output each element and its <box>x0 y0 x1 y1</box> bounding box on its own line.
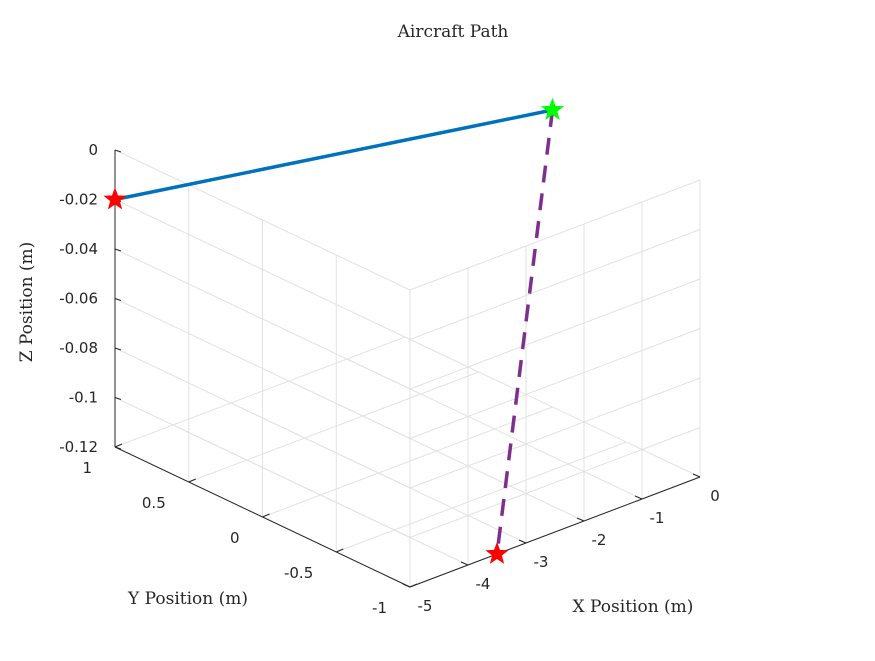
z-tick-mark <box>114 347 122 351</box>
back-wall-gridline-z <box>409 179 701 291</box>
z-tick-mark <box>114 397 122 400</box>
y-axis-label: Y Position (m) <box>127 589 248 609</box>
back-wall-gridline-z <box>409 278 701 390</box>
star-marker-1 <box>103 187 127 210</box>
left-wall-gridline-z <box>114 347 411 489</box>
z-tick-mark <box>114 446 122 450</box>
x-tick-mark <box>634 495 643 500</box>
z-tick-label: 0 <box>88 141 98 159</box>
x-tick-mark <box>692 473 701 478</box>
left-wall-gridline-z <box>114 199 411 340</box>
x-tick-mark <box>576 517 585 522</box>
x-axis-line <box>409 476 701 588</box>
y-tick-label: 0 <box>230 529 240 547</box>
z-tick-label: -0.1 <box>69 389 98 407</box>
star-marker-3 <box>485 541 509 564</box>
star-marker-2 <box>540 97 565 120</box>
y-tick-label: 1 <box>82 459 92 477</box>
back-wall-gridline-z <box>409 229 701 340</box>
back-wall-gridline-z <box>409 328 701 439</box>
back-wall-gridline-z <box>409 427 701 538</box>
z-tick-mark <box>114 149 122 153</box>
z-tick-label: -0.04 <box>59 240 98 258</box>
z-tick-label: -0.12 <box>59 438 98 456</box>
x-tick-label: -5 <box>418 597 433 615</box>
y-tick-mark <box>188 478 196 483</box>
floor-gridline-y <box>336 441 627 553</box>
y-tick-mark <box>262 513 270 518</box>
y-tick-mark <box>114 443 123 448</box>
chart-title: Aircraft Path <box>397 22 509 42</box>
back-wall-gridline-z <box>409 377 701 489</box>
z-axis-label: Z Position (m) <box>17 242 37 363</box>
series-line-2 <box>495 109 555 555</box>
z-tick-mark <box>114 248 122 252</box>
x-tick-label: -4 <box>476 575 491 593</box>
left-wall-gridline-z <box>114 298 411 439</box>
y-tick-label: -1 <box>372 599 387 617</box>
y-tick-label: -0.5 <box>284 564 313 582</box>
x-tick-mark <box>518 539 527 544</box>
x-axis-label: X Position (m) <box>573 597 694 617</box>
floor-gridline-y <box>188 371 479 483</box>
x-tick-label: -3 <box>534 553 549 571</box>
y-tick-label: 0.5 <box>142 494 166 512</box>
left-wall-gridline-z <box>114 397 411 538</box>
z-tick-label: -0.06 <box>59 290 98 308</box>
x-tick-label: -2 <box>592 531 607 549</box>
z-tick-mark <box>114 298 122 301</box>
y-tick-mark <box>409 583 418 588</box>
series-line-1 <box>114 108 553 202</box>
x-tick-label: -1 <box>650 509 665 527</box>
z-tick-label: -0.08 <box>59 339 98 357</box>
y-tick-mark <box>336 548 344 553</box>
floor-gridline-y <box>262 406 553 518</box>
z-tick-label: -0.02 <box>59 191 98 209</box>
left-wall-gridline-z <box>114 149 411 291</box>
left-wall-gridline-z <box>114 248 411 390</box>
floor-gridline-y <box>114 336 406 448</box>
x-tick-label: 0 <box>710 487 720 505</box>
x-tick-mark <box>402 583 411 588</box>
x-tick-mark <box>460 561 469 566</box>
